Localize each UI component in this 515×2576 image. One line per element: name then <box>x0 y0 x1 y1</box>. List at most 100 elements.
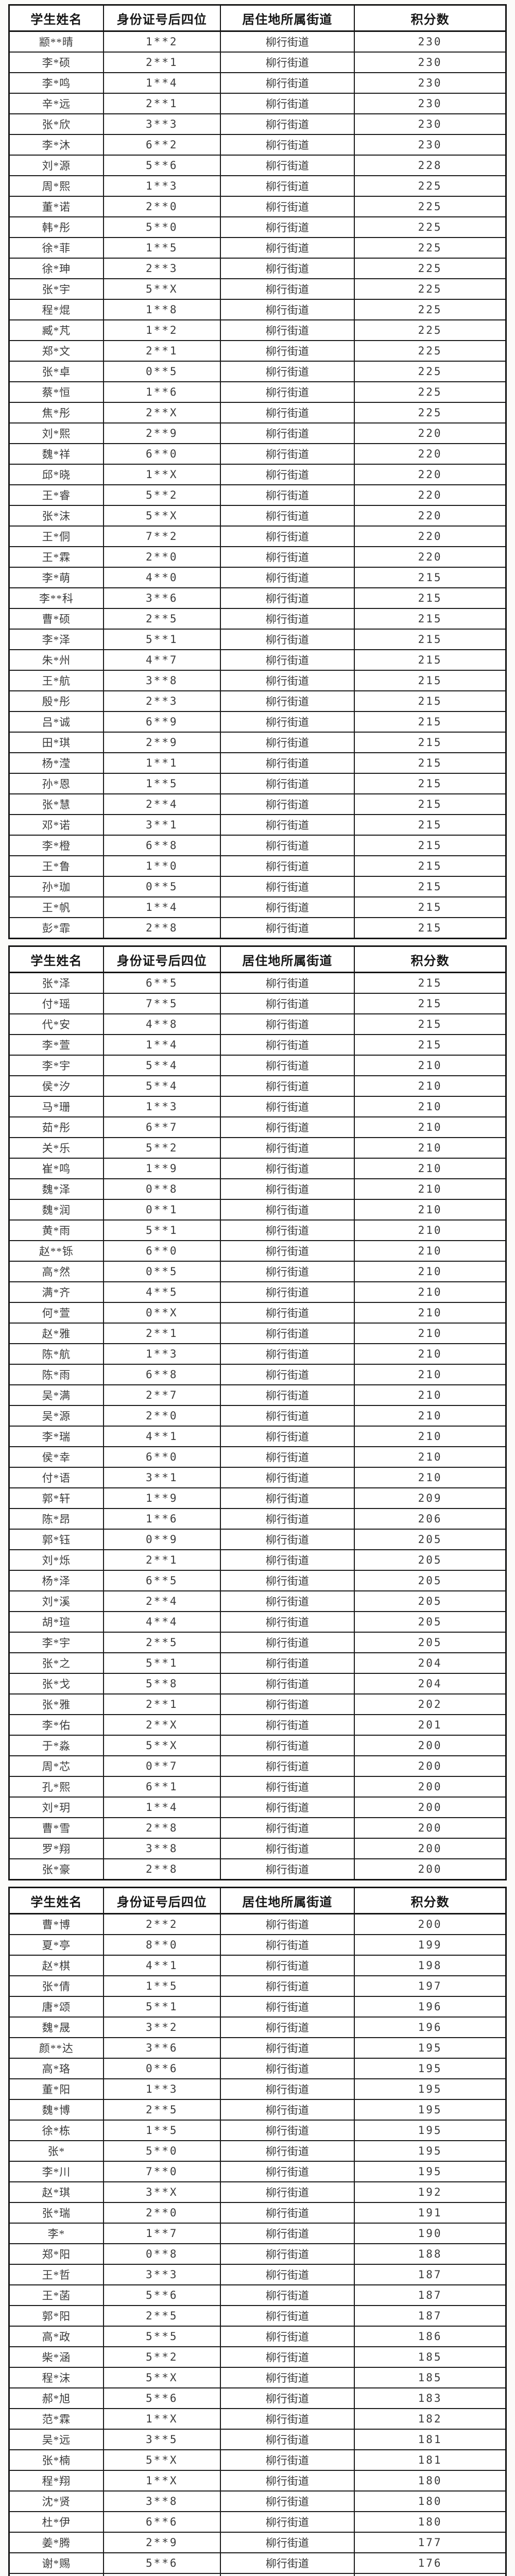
cell-score: 215 <box>354 587 507 609</box>
table-row: 彭*霏 2**8 柳行街道 215 <box>8 917 507 939</box>
cell-id-last4: 6**5 <box>102 1570 221 1591</box>
column-header-score: 积分数 <box>354 1887 507 1914</box>
student-score-table: 学生姓名 身份证号后四位 居住地所属街道 积分数 张*泽 6**5 柳行街道 215 付… <box>8 945 507 1880</box>
cell-score: 177 <box>354 2532 507 2553</box>
table-row: 付*瑶 7**5 柳行街道 215 <box>8 993 507 1014</box>
cell-id-last4: 5**2 <box>102 484 221 506</box>
cell-score: 215 <box>354 876 507 897</box>
table-row: 徐*菲 1**5 柳行街道 225 <box>8 237 507 259</box>
cell-score: 215 <box>354 896 507 918</box>
cell-score: 200 <box>354 1913 507 1935</box>
cell-id-last4: 7**2 <box>102 526 221 547</box>
cell-street: 柳行街道 <box>219 319 355 341</box>
cell-street: 柳行街道 <box>219 340 355 362</box>
cell-student-name: 张*沫 <box>8 505 104 527</box>
cell-id-last4: 0**7 <box>102 1755 221 1777</box>
cell-id-last4: 3**5 <box>102 2429 221 2450</box>
cell-student-name: 侯*幸 <box>8 1446 104 1468</box>
cell-id-last4: 1**5 <box>102 237 221 259</box>
cell-score: 198 <box>354 1955 507 1976</box>
table-body: 颛**晴 1**2 柳行街道 230 李*硕 2**1 柳行街道 230 李*鸣 1**4 柳行街道… <box>8 30 507 939</box>
cell-student-name: 李*川 <box>8 2161 104 2182</box>
cell-id-last4: 6**8 <box>102 835 221 856</box>
cell-street: 柳行街道 <box>219 1158 355 1179</box>
cell-id-last4: 2**8 <box>102 1858 221 1880</box>
cell-score: 188 <box>354 2243 507 2265</box>
table-row: 程*焜 1**8 柳行街道 225 <box>8 299 507 320</box>
table-body: 张*泽 6**5 柳行街道 215 付*瑶 7**5 柳行街道 215 代*安 4**8 柳行街道 2… <box>8 972 507 1880</box>
cell-student-name: 唐*颂 <box>8 1996 104 2018</box>
cell-street: 柳行街道 <box>219 855 355 877</box>
table-row: 李*泽 5**1 柳行街道 215 <box>8 629 507 650</box>
cell-student-name: 柴*涵 <box>8 2346 104 2368</box>
cell-id-last4: 2**X <box>102 402 221 423</box>
table-row: 殷*彤 2**3 柳行街道 215 <box>8 690 507 712</box>
cell-street: 柳行街道 <box>219 526 355 547</box>
cell-id-last4: 2**1 <box>102 93 221 114</box>
cell-id-last4: 5**X <box>102 2449 221 2471</box>
cell-score: 225 <box>354 258 507 279</box>
cell-score: 215 <box>354 690 507 712</box>
cell-street: 柳行街道 <box>219 381 355 403</box>
cell-score: 225 <box>354 381 507 403</box>
cell-score: 225 <box>354 361 507 382</box>
table-row: 曹*雪 2**8 柳行街道 200 <box>8 1817 507 1839</box>
cell-student-name: 王*侗 <box>8 526 104 547</box>
cell-street: 柳行街道 <box>219 972 355 994</box>
cell-score: 225 <box>354 175 507 197</box>
cell-student-name: 殷*彤 <box>8 690 104 712</box>
table-row: 李*橙 6**8 柳行街道 215 <box>8 835 507 856</box>
cell-id-last4: 1**0 <box>102 855 221 877</box>
cell-student-name: 高*政 <box>8 2326 104 2347</box>
cell-street: 柳行街道 <box>219 237 355 259</box>
header-row: 学生姓名 身份证号后四位 居住地所属街道 积分数 <box>8 1887 507 1914</box>
cell-score: 209 <box>354 1487 507 1509</box>
table-row: 赵*棋 4**1 柳行街道 198 <box>8 1955 507 1976</box>
cell-id-last4: 4**5 <box>102 1281 221 1303</box>
column-header-student-name: 学生姓名 <box>8 945 104 973</box>
table-row: 侯*幸 6**0 柳行街道 210 <box>8 1446 507 1468</box>
cell-student-name: 张*楠 <box>8 2449 104 2471</box>
table-row: 颜**达 3**6 柳行街道 195 <box>8 2037 507 2059</box>
cell-id-last4: 5**2 <box>102 2346 221 2368</box>
cell-id-last4: 1**5 <box>102 773 221 794</box>
table-row: 王*鲁 1**0 柳行街道 215 <box>8 855 507 877</box>
cell-student-name: 王*睿 <box>8 484 104 506</box>
cell-street: 柳行街道 <box>219 2346 355 2368</box>
cell-score: 202 <box>354 1693 507 1715</box>
cell-student-name: 董*诺 <box>8 196 104 217</box>
table-row: 柴*涵 5**2 柳行街道 185 <box>8 2346 507 2368</box>
cell-street: 柳行街道 <box>219 993 355 1014</box>
table-row: 徐*栋 1**5 柳行街道 195 <box>8 2120 507 2141</box>
cell-score: 215 <box>354 855 507 877</box>
cell-id-last4: 6**2 <box>102 134 221 156</box>
cell-score: 230 <box>354 30 507 53</box>
cell-score: 210 <box>354 1364 507 1385</box>
cell-score: 215 <box>354 1013 507 1035</box>
cell-street: 柳行街道 <box>219 1714 355 1736</box>
cell-score: 200 <box>354 1817 507 1839</box>
table-row: 张*楠 5**X 柳行街道 181 <box>8 2449 507 2471</box>
cell-score: 215 <box>354 732 507 753</box>
table-row: 王*航 3**8 柳行街道 215 <box>8 670 507 691</box>
cell-student-name: 赵*棋 <box>8 1955 104 1976</box>
cell-street: 柳行街道 <box>219 2532 355 2553</box>
table-row: 杨*滢 1**1 柳行街道 215 <box>8 752 507 774</box>
table-row: 徐*珅 2**3 柳行街道 225 <box>8 258 507 279</box>
cell-street: 柳行街道 <box>219 1735 355 1756</box>
cell-student-name: 王*菡 <box>8 2284 104 2306</box>
table-header: 学生姓名 身份证号后四位 居住地所属街道 积分数 <box>8 945 507 973</box>
table-row: 王*菡 5**6 柳行街道 187 <box>8 2284 507 2306</box>
cell-score: 185 <box>354 2367 507 2388</box>
table-row: 魏*润 0**1 柳行街道 210 <box>8 1199 507 1221</box>
cell-id-last4: 2**1 <box>102 1323 221 1344</box>
table-row: 唐*颂 5**1 柳行街道 196 <box>8 1996 507 2018</box>
cell-street: 柳行街道 <box>219 1384 355 1406</box>
cell-student-name: 赵*雅 <box>8 1323 104 1344</box>
cell-street: 柳行街道 <box>219 1323 355 1344</box>
cell-score: 215 <box>354 567 507 588</box>
table-row: 刘*熙 2**9 柳行街道 220 <box>8 422 507 444</box>
cell-student-name: 张*宇 <box>8 278 104 300</box>
table-row: 夏*亭 8**0 柳行街道 199 <box>8 1934 507 1956</box>
table-row: 李*宇 2**5 柳行街道 205 <box>8 1632 507 1653</box>
